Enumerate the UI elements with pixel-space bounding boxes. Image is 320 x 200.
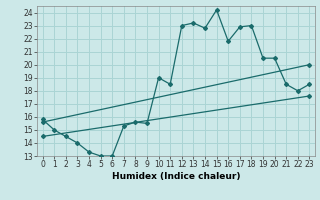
X-axis label: Humidex (Indice chaleur): Humidex (Indice chaleur) (112, 172, 240, 181)
